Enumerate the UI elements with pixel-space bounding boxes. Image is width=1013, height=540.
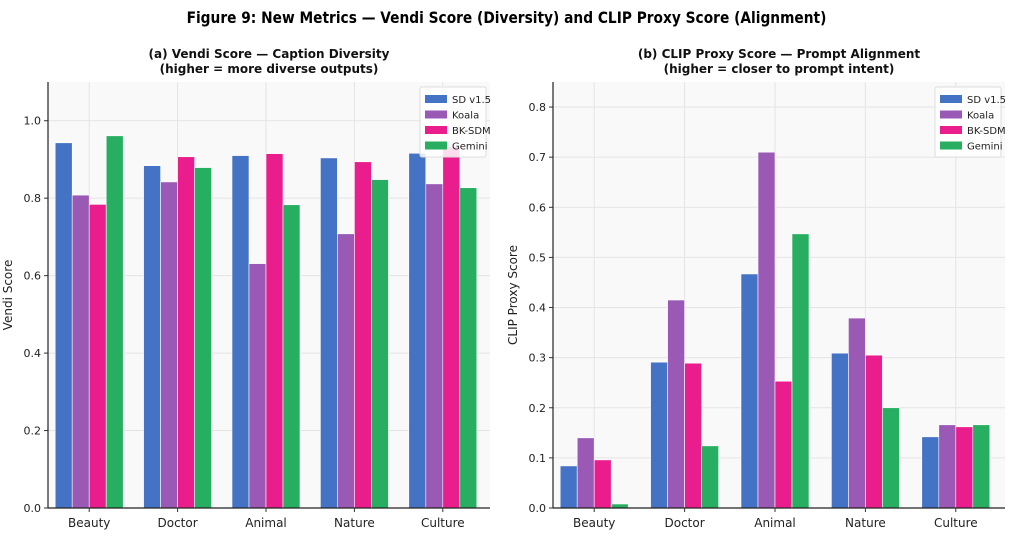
legend: SD v1.5 Koala BK-SDM Gemini xyxy=(419,86,491,158)
legend-swatch xyxy=(425,126,447,134)
bar-bk-sdm-animal xyxy=(265,153,284,509)
y-tick-label: 1.0 xyxy=(24,115,42,128)
y-tick-label: 0.2 xyxy=(24,425,42,438)
legend-label: Koala xyxy=(967,111,994,122)
legend: SD v1.5 Koala BK-SDM Gemini xyxy=(934,86,1006,158)
bar-gemini-beauty xyxy=(610,503,629,509)
bar-sd-v1-5-animal xyxy=(231,155,250,509)
y-tick-label: 0.2 xyxy=(529,402,547,415)
bar-sd-v1-5-beauty xyxy=(559,465,578,509)
bar-bk-sdm-culture xyxy=(955,426,974,509)
legend-box xyxy=(934,86,1002,158)
bar-sd-v1-5-culture xyxy=(408,152,427,509)
bar-gemini-nature xyxy=(882,407,900,509)
bar-koala-animal xyxy=(757,151,776,509)
bar-koala-beauty xyxy=(576,437,595,509)
bar-bk-sdm-animal xyxy=(774,380,793,509)
x-tick-label: Doctor xyxy=(665,516,705,530)
y-tick-label: 0.1 xyxy=(529,452,547,465)
chart-vendi: 0.0 0.2 0.4 0.6 0.8 1.0 Beauty Doctor Animal Natu… xyxy=(1,47,491,530)
bar-koala-nature xyxy=(848,317,866,509)
bar-sd-v1-5-beauty xyxy=(54,142,73,509)
legend-label: SD v1.5 xyxy=(967,95,1006,106)
bar-gemini-culture xyxy=(972,424,991,509)
legend-label: Koala xyxy=(452,111,479,122)
bar-gemini-doctor xyxy=(194,167,212,509)
legend-swatch xyxy=(425,141,447,150)
x-tick-label: Culture xyxy=(934,516,978,530)
x-tick-label: Animal xyxy=(754,516,796,530)
legend-label: Gemini xyxy=(967,142,1003,153)
bar-koala-beauty xyxy=(71,194,90,509)
y-axis-label: Vendi Score xyxy=(1,260,15,331)
y-axis-label: CLIP Proxy Score xyxy=(506,245,520,345)
bar-gemini-beauty xyxy=(105,135,124,509)
bar-koala-nature xyxy=(337,233,355,509)
y-tick-label: 0.0 xyxy=(24,502,42,515)
bar-bk-sdm-beauty xyxy=(88,204,107,509)
bar-koala-animal xyxy=(248,263,267,509)
bar-gemini-animal xyxy=(791,233,810,509)
x-tick-label: Beauty xyxy=(68,516,110,530)
bar-bk-sdm-doctor xyxy=(177,156,195,509)
bar-gemini-animal xyxy=(282,204,301,509)
legend-box xyxy=(419,86,487,158)
bar-gemini-culture xyxy=(459,187,478,509)
chart-title: (a) Vendi Score — Caption Diversity xyxy=(149,47,390,61)
bar-gemini-doctor xyxy=(701,445,719,509)
bar-bk-sdm-beauty xyxy=(593,459,612,509)
bar-gemini-nature xyxy=(371,179,389,509)
chart-clip: 0.0 0.1 0.2 0.3 0.4 0.5 0.6 0.7 0.8 Beauty Doctor A… xyxy=(506,47,1006,530)
y-tick-label: 0.8 xyxy=(24,192,42,205)
y-tick-label: 0.4 xyxy=(529,302,547,315)
bar-koala-culture xyxy=(938,424,957,509)
bar-koala-doctor xyxy=(160,181,178,509)
chart-title: (b) CLIP Proxy Score — Prompt Alignment xyxy=(638,47,921,61)
legend-label: SD v1.5 xyxy=(452,95,491,106)
chart-title: (higher = more diverse outputs) xyxy=(160,62,379,76)
legend-swatch xyxy=(940,110,962,119)
y-tick-label: 0.0 xyxy=(529,502,547,515)
bar-koala-culture xyxy=(425,183,444,509)
legend-label: BK-SDM xyxy=(967,126,1006,137)
legend-label: Gemini xyxy=(452,142,488,153)
x-tick-label: Beauty xyxy=(573,516,615,530)
bar-koala-doctor xyxy=(667,299,685,509)
y-tick-label: 0.3 xyxy=(529,352,547,365)
bar-sd-v1-5-nature xyxy=(831,352,849,509)
bar-sd-v1-5-doctor xyxy=(650,361,668,509)
legend-swatch xyxy=(940,95,962,103)
y-tick-label: 0.8 xyxy=(529,101,547,114)
x-tick-label: Culture xyxy=(421,516,465,530)
y-tick-label: 0.6 xyxy=(24,270,42,283)
legend-swatch xyxy=(940,141,962,150)
x-tick-label: Nature xyxy=(334,516,375,530)
legend-swatch xyxy=(425,95,447,103)
chart-title: (higher = closer to prompt intent) xyxy=(664,62,895,76)
y-tick-label: 0.7 xyxy=(529,151,547,164)
x-tick-label: Doctor xyxy=(158,516,198,530)
legend-label: BK-SDM xyxy=(452,126,491,137)
y-tick-label: 0.4 xyxy=(24,347,42,360)
bar-bk-sdm-nature xyxy=(865,354,883,509)
y-tick-label: 0.5 xyxy=(529,251,547,264)
y-tick-label: 0.6 xyxy=(529,201,547,214)
bar-sd-v1-5-culture xyxy=(921,436,940,509)
x-tick-label: Nature xyxy=(845,516,886,530)
bar-sd-v1-5-doctor xyxy=(143,165,161,509)
bar-bk-sdm-nature xyxy=(354,161,372,509)
bar-sd-v1-5-animal xyxy=(740,273,759,509)
bar-bk-sdm-doctor xyxy=(684,362,702,509)
x-tick-label: Animal xyxy=(245,516,287,530)
legend-swatch xyxy=(425,110,447,119)
figure-title: Figure 9: New Metrics — Vendi Score (Div… xyxy=(186,8,827,27)
legend-swatch xyxy=(940,126,962,134)
bar-bk-sdm-culture xyxy=(442,146,461,509)
bar-sd-v1-5-nature xyxy=(320,157,338,509)
